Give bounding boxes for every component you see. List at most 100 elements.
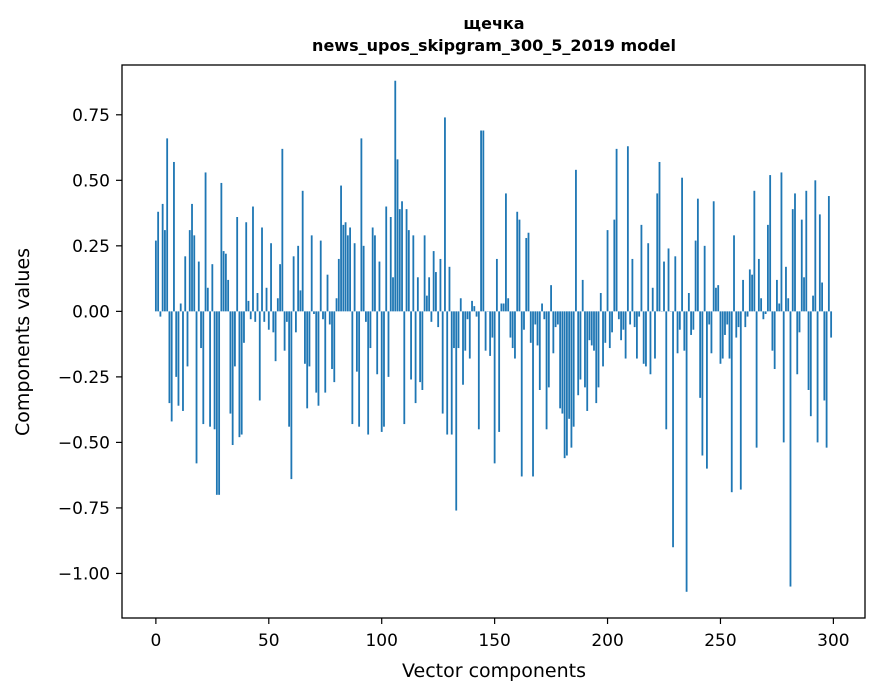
bar	[590, 311, 593, 346]
bar	[319, 240, 322, 312]
bar	[173, 161, 175, 312]
bar	[672, 311, 674, 548]
bar	[355, 311, 358, 372]
bar	[568, 311, 571, 419]
bar	[755, 311, 758, 448]
bar	[204, 172, 207, 312]
bar	[532, 311, 534, 477]
bar	[588, 311, 591, 341]
bar	[593, 311, 595, 351]
bar	[606, 230, 609, 312]
bar	[326, 274, 329, 312]
bar	[335, 298, 338, 312]
bar	[816, 311, 819, 443]
bar	[213, 311, 216, 430]
bar	[157, 211, 160, 312]
bar	[419, 311, 422, 383]
bar	[448, 266, 451, 312]
bar	[493, 311, 496, 464]
bar	[299, 290, 302, 312]
bar	[809, 311, 812, 417]
bar	[541, 303, 543, 312]
bar	[656, 193, 659, 312]
bar	[437, 311, 440, 328]
bar	[220, 182, 223, 312]
bar	[256, 293, 259, 312]
bar	[188, 230, 191, 312]
bar	[654, 311, 656, 359]
bar	[577, 311, 580, 396]
bar	[620, 311, 622, 341]
bar	[764, 311, 767, 314]
bar	[692, 311, 695, 330]
bar	[690, 311, 693, 335]
bar	[687, 293, 690, 312]
bar	[796, 311, 799, 375]
bar	[324, 311, 327, 393]
bar	[498, 311, 501, 432]
bar	[712, 201, 715, 312]
bar	[552, 311, 555, 354]
bar	[495, 258, 498, 312]
bar	[435, 272, 437, 312]
bar	[737, 311, 740, 328]
bar	[344, 222, 347, 312]
x-axis-ticks: 0 50 100 150 200 250 300	[150, 618, 850, 651]
chart-title-line2: news_upos_skipgram_300_5_2019 model	[312, 36, 676, 55]
bar	[304, 311, 306, 364]
bar	[523, 311, 525, 330]
bar	[696, 198, 699, 312]
bar	[516, 211, 519, 312]
bar	[292, 256, 295, 312]
bar	[597, 311, 600, 388]
x-tick-label: 300	[817, 631, 849, 651]
bar	[170, 311, 173, 422]
bar	[735, 311, 738, 338]
bar	[617, 311, 620, 320]
bar	[258, 311, 261, 401]
bar	[818, 214, 821, 312]
bar	[340, 185, 342, 312]
bar	[649, 311, 652, 375]
bar	[385, 206, 388, 312]
bar	[462, 311, 464, 385]
bar	[708, 311, 711, 325]
x-tick-label: 50	[258, 631, 280, 651]
bar	[726, 311, 729, 325]
bar	[527, 232, 530, 312]
bar	[791, 209, 794, 312]
bar	[215, 311, 218, 495]
bar	[638, 311, 641, 317]
bar	[423, 235, 426, 312]
bar	[371, 227, 374, 312]
bar	[694, 240, 697, 312]
x-axis-label: Vector components	[402, 660, 586, 682]
bar	[595, 311, 598, 404]
bar	[814, 180, 817, 312]
bar	[407, 230, 410, 312]
bar	[742, 279, 744, 312]
bar	[317, 311, 320, 406]
bar	[505, 193, 507, 312]
bar	[730, 311, 733, 493]
bar	[776, 279, 778, 312]
bar	[561, 311, 564, 414]
bar	[306, 311, 309, 409]
bar	[457, 311, 460, 349]
bar	[389, 217, 392, 312]
bar	[762, 311, 765, 320]
bar	[439, 258, 442, 312]
bar	[543, 311, 546, 320]
bar	[222, 251, 225, 312]
bar	[575, 169, 577, 312]
plot-frame	[121, 64, 866, 619]
bar	[710, 311, 713, 354]
bar	[602, 311, 604, 367]
bar	[252, 206, 254, 312]
bar	[313, 311, 315, 314]
bar	[206, 287, 209, 312]
bar	[229, 311, 232, 414]
bar	[681, 177, 683, 312]
bar	[328, 311, 331, 325]
